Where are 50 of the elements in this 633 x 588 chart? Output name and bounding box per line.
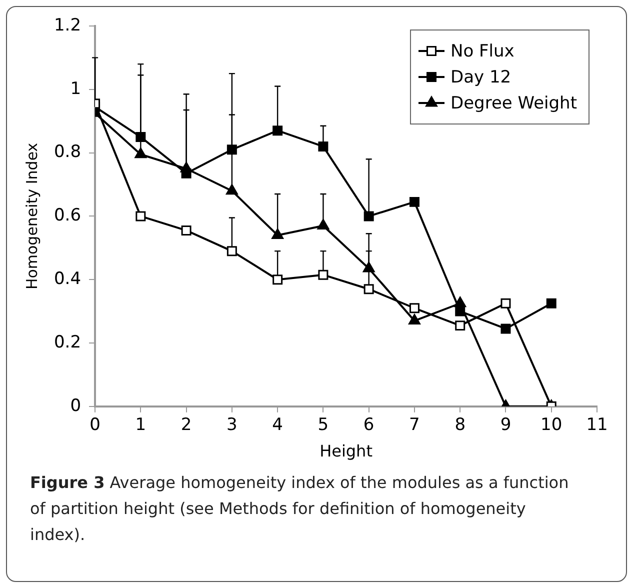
point bbox=[364, 284, 374, 294]
point bbox=[409, 303, 420, 314]
y-tick-label: 1.2 bbox=[54, 15, 82, 36]
point bbox=[272, 274, 283, 285]
point bbox=[272, 228, 284, 239]
point bbox=[181, 168, 192, 178]
x-tick-label: 2 bbox=[180, 415, 192, 436]
point bbox=[364, 211, 374, 222]
point bbox=[134, 148, 147, 158]
point bbox=[181, 225, 192, 236]
point bbox=[226, 246, 237, 256]
point bbox=[546, 298, 556, 308]
caption: Figure 3 Average homogeneity index of the modules as a function of partition height (see Methods for definition of homogeneity index). bbox=[30, 472, 570, 546]
y-tick-label: 0.4 bbox=[54, 269, 82, 290]
y-tick-label: 0 bbox=[70, 396, 82, 416]
point bbox=[272, 126, 283, 136]
legend-label: Degree Weight bbox=[450, 93, 578, 114]
x-tick-label: 3 bbox=[226, 415, 238, 436]
point bbox=[136, 211, 146, 222]
x-tick-label: 4 bbox=[272, 415, 283, 436]
x-tick-label: 0 bbox=[90, 415, 100, 436]
y-tick-label: 0.2 bbox=[54, 332, 82, 352]
point bbox=[226, 144, 237, 155]
x-axis-title: Height bbox=[320, 442, 372, 461]
x-tick-label: 6 bbox=[363, 415, 374, 436]
x-tick-label: 10 bbox=[540, 415, 562, 436]
x-tick-label: 9 bbox=[500, 415, 512, 436]
legend-label: Day 12 bbox=[450, 67, 512, 88]
legend-label: No Flux bbox=[450, 41, 514, 62]
point bbox=[226, 184, 238, 195]
point bbox=[409, 196, 420, 207]
point bbox=[136, 132, 146, 142]
point bbox=[408, 314, 420, 325]
y-axis-title: Homogeneity Index bbox=[22, 142, 41, 290]
point bbox=[500, 324, 511, 334]
point bbox=[362, 262, 375, 272]
point bbox=[318, 141, 328, 152]
y-tick-label: 0.8 bbox=[54, 142, 82, 162]
x-tick-label: 7 bbox=[409, 415, 420, 436]
point bbox=[318, 270, 328, 280]
point bbox=[455, 320, 466, 331]
x-tick-label: 5 bbox=[318, 415, 329, 436]
x-tick-label: 11 bbox=[586, 415, 608, 436]
x-tick-label: 8 bbox=[454, 415, 466, 436]
x-tick-label: 1 bbox=[135, 415, 146, 436]
point bbox=[317, 218, 330, 230]
y-tick-label: 1 bbox=[70, 78, 82, 99]
point bbox=[500, 298, 511, 308]
y-tick-label: 0.6 bbox=[54, 206, 82, 226]
point bbox=[455, 306, 466, 316]
